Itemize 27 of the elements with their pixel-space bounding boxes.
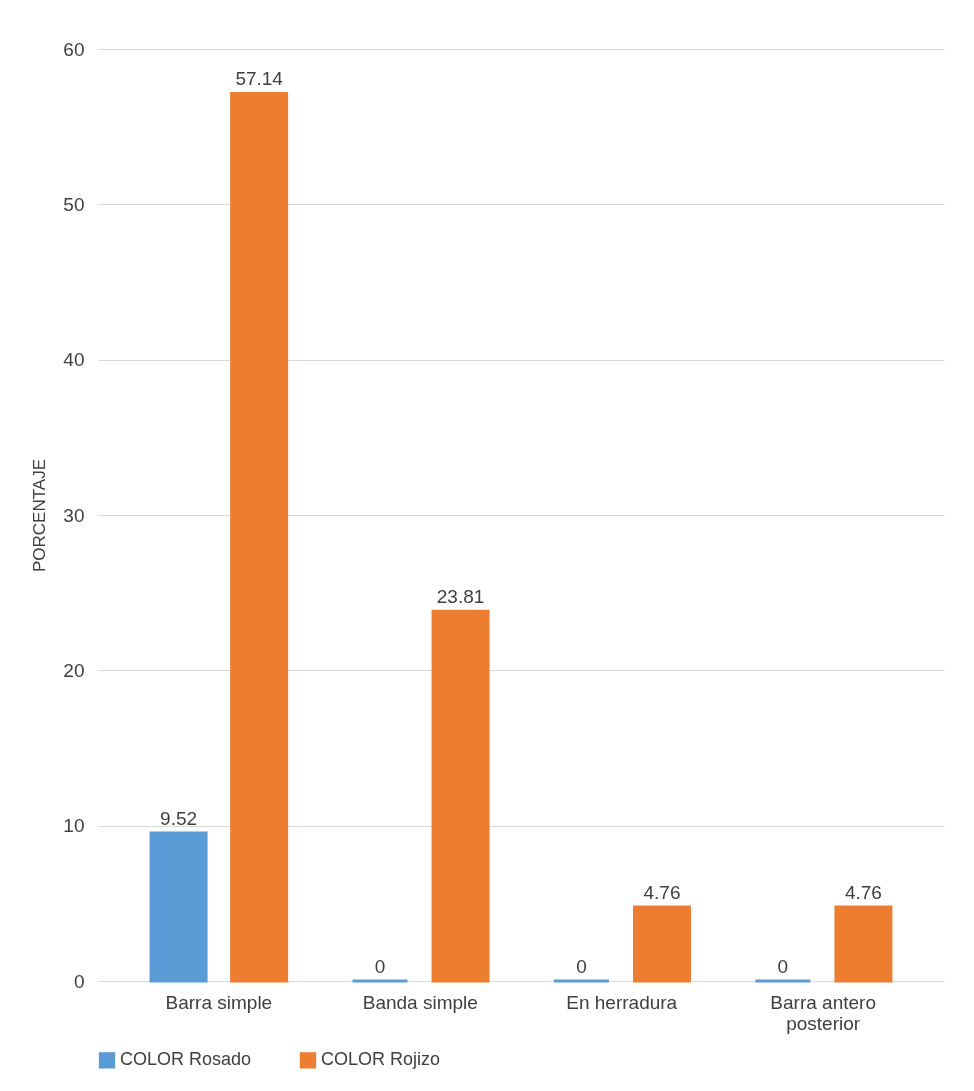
data-label: 4.76 <box>643 882 681 904</box>
data-label: 23.81 <box>436 586 485 608</box>
y-tick-label: 20 <box>63 659 85 681</box>
bar <box>834 905 893 983</box>
data-label: 57.14 <box>235 68 284 90</box>
x-tick-label: Banda simple <box>362 991 478 1013</box>
y-tick-label: 50 <box>63 193 85 215</box>
bar <box>230 91 289 983</box>
x-tick-label: Barra antero posterior <box>770 991 876 1034</box>
data-label: 9.52 <box>160 808 198 830</box>
y-tick-label: 60 <box>63 38 85 60</box>
bar <box>431 609 490 983</box>
data-label: 0 <box>777 956 789 977</box>
y-axis-title: PORCENTAJE <box>30 458 50 573</box>
data-label: 0 <box>576 956 587 977</box>
y-tick-label: 40 <box>63 349 85 371</box>
y-tick-label: 10 <box>63 815 85 837</box>
legend-label: COLOR Rojizo <box>321 1049 441 1070</box>
legend-label: COLOR Rosado <box>120 1049 252 1070</box>
bar <box>633 905 691 983</box>
x-tick-label: En herradura <box>566 991 678 1013</box>
y-tick-label: 0 <box>73 970 85 992</box>
data-label: 4.76 <box>844 882 882 904</box>
bar <box>149 831 208 983</box>
x-tick-label: Barra simple <box>165 991 273 1013</box>
data-label: 0 <box>374 956 386 977</box>
y-tick-label: 30 <box>63 504 85 526</box>
